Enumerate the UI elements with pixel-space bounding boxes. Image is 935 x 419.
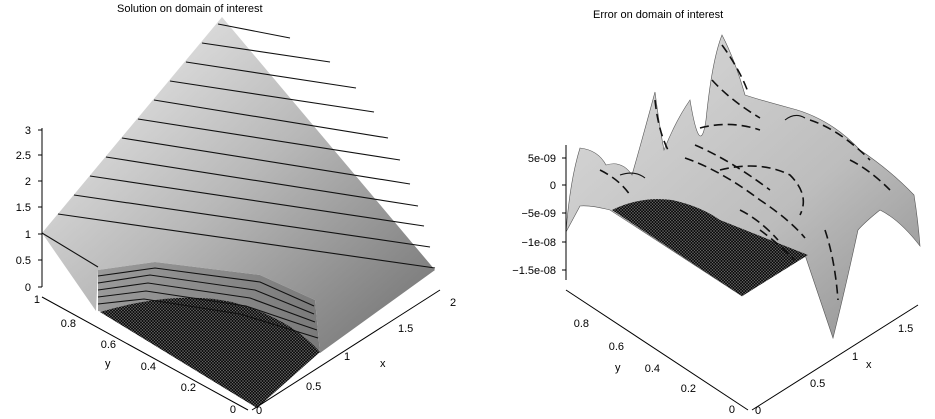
error-y-tick: 0.4: [645, 363, 660, 375]
solution-z-tick: 1: [25, 229, 31, 241]
error-y-axis: [565, 289, 749, 411]
solution-z-tick: 2: [25, 176, 31, 188]
solution-x-tick: 0: [256, 405, 262, 417]
solution-x-axis: [251, 289, 441, 411]
error-x-tick: 0.5: [810, 378, 825, 390]
solution-z-tick: 2.5: [16, 150, 31, 162]
error-z-tick: −1.5e-08: [512, 265, 556, 277]
error-y-tick: 0.8: [574, 318, 589, 330]
solution-y-tick: 0.2: [181, 382, 196, 394]
error-x-label: x: [866, 359, 872, 371]
solution-y-tick: 0.6: [101, 339, 116, 351]
solution-contours: [41, 23, 436, 339]
error-z-tick: −5e-09: [521, 208, 556, 220]
solution-y-tick: 0: [230, 404, 236, 416]
error-z-tick: 0: [550, 180, 556, 192]
error-y-tick: 0.6: [609, 341, 624, 353]
solution-y-axis: [41, 296, 249, 411]
solution-title: Solution on domain of interest: [117, 3, 263, 15]
error-contours: [599, 44, 891, 301]
error-x-tick: 0: [755, 405, 761, 417]
error-surface: [565, 34, 921, 340]
error-x-axis: [751, 304, 919, 411]
solution-surface: [42, 17, 435, 353]
error-x-tick: 1: [852, 351, 858, 363]
solution-z-tick: 0.5: [16, 255, 31, 267]
solution-y-label: y: [105, 358, 111, 370]
error-z-tick: −1e-08: [521, 237, 556, 249]
solution-z-tick: 1.5: [16, 202, 31, 214]
error-y-tick: 0: [729, 404, 735, 416]
solution-x-tick: 1.5: [398, 323, 413, 335]
solution-base: [100, 297, 320, 408]
solution-y-ticks: 1 0.8 0.6 0.4 0.2 0: [34, 294, 236, 416]
error-title: Error on domain of interest: [593, 9, 723, 21]
error-plot: Error on domain of interest 5e-09: [512, 9, 921, 417]
error-base: [612, 199, 808, 296]
solution-x-label: x: [380, 358, 386, 370]
solution-x-tick: 2: [450, 297, 456, 309]
solution-z-tick: 3: [25, 125, 31, 137]
solution-x-tick: 0.5: [306, 381, 321, 393]
solution-x-tick: 1: [344, 351, 350, 363]
solution-z-ticks: 0 0.5 1 1.5 2 2.5 3: [16, 125, 42, 294]
error-x-ticks: 0 0.5 1 1.5: [755, 323, 913, 417]
solution-z-tick: 0: [25, 282, 31, 294]
solution-plot: Solution on domain of interest: [16, 3, 456, 417]
solution-x-ticks: 0 0.5 1 1.5 2: [256, 297, 456, 417]
error-z-ticks: 5e-09 0 −5e-09 −1e-08 −1.5e-08: [512, 153, 566, 277]
error-x-tick: 1.5: [898, 323, 913, 335]
error-y-label: y: [615, 362, 621, 374]
error-y-ticks: 0.8 0.6 0.4 0.2 0: [574, 318, 735, 416]
solution-y-tick: 0.8: [61, 318, 76, 330]
solution-y-tick: 1: [34, 294, 40, 306]
solution-y-tick: 0.4: [141, 361, 156, 373]
error-y-tick: 0.2: [681, 383, 696, 395]
error-z-tick: 5e-09: [528, 153, 556, 165]
